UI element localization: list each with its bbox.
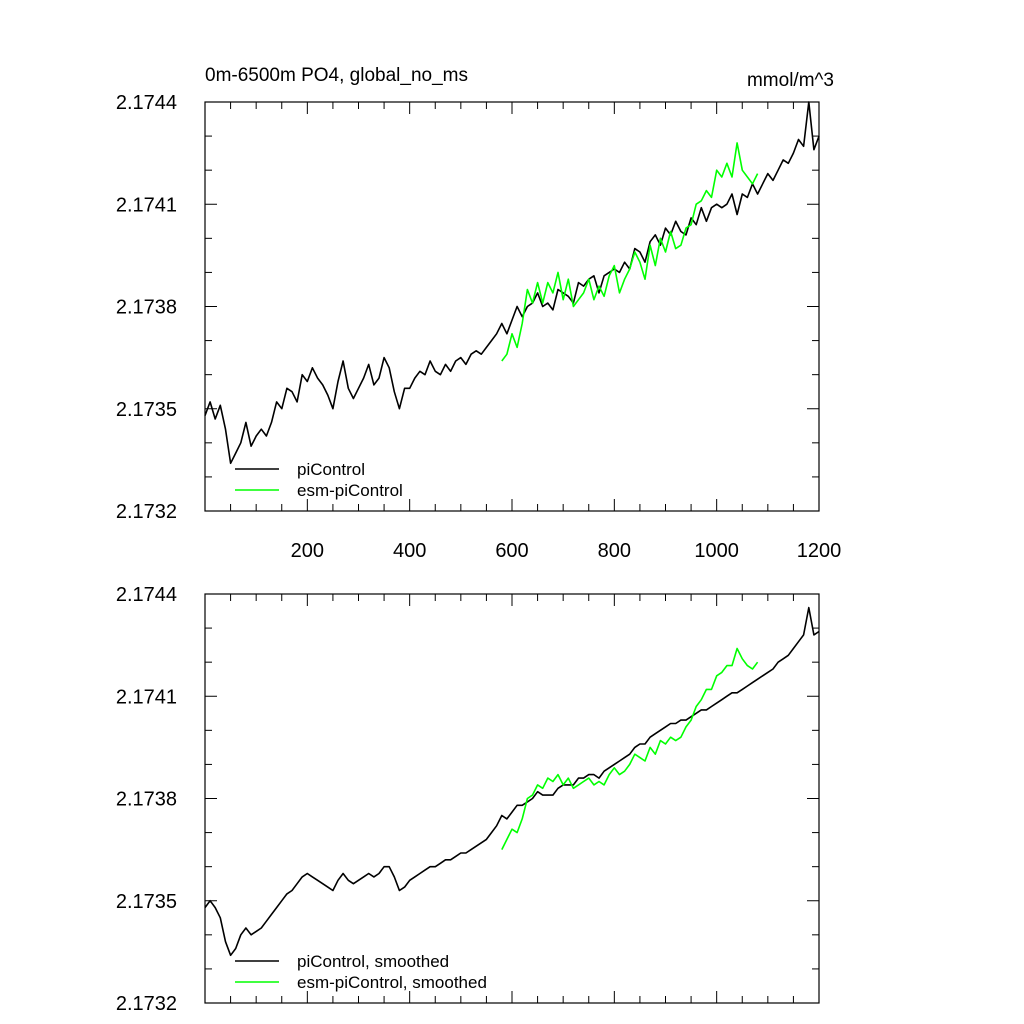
- legend-label: piControl, smoothed: [297, 952, 449, 971]
- series-line: [204, 606, 820, 957]
- top-panel: 2.1744 2.1741 2.1738 2.1735 2.1732 200 400 600 8…: [116, 92, 841, 562]
- plot-frame: [204, 593, 820, 1004]
- legend-label: piControl: [297, 460, 365, 479]
- bottom-panel: 2.1744 2.1741 2.1738 2.1735 2.1732 piControl,…: [116, 584, 820, 1015]
- x-tick-label: 400: [393, 540, 426, 562]
- y-tick-label: 2.1735: [116, 891, 177, 913]
- y-tick-label: 2.1741: [116, 194, 177, 216]
- x-tick-label: 1200: [797, 540, 842, 562]
- series-line: [501, 142, 759, 362]
- x-tick-label: 200: [291, 540, 324, 562]
- y-tick-label: 2.1732: [116, 993, 177, 1015]
- x-tick-label: 800: [598, 540, 631, 562]
- y-tick-label: 2.1738: [116, 789, 177, 811]
- legend-label: esm-piControl, smoothed: [297, 973, 487, 992]
- x-tick-label: 600: [495, 540, 528, 562]
- y-tick-label: 2.1744: [116, 584, 177, 606]
- series-line: [501, 647, 759, 850]
- series-line: [204, 101, 820, 465]
- y-tick-label: 2.1741: [116, 686, 177, 708]
- x-tick-label: 1000: [694, 540, 739, 562]
- y-tick-label: 2.1738: [116, 297, 177, 319]
- units-label: mmol/m^3: [747, 70, 834, 91]
- y-tick-label: 2.1744: [116, 92, 177, 114]
- y-tick-label: 2.1735: [116, 399, 177, 421]
- y-tick-label: 2.1732: [116, 501, 177, 523]
- chart-title: 0m-6500m PO4, global_no_ms: [205, 65, 468, 86]
- legend-label: esm-piControl: [297, 481, 403, 500]
